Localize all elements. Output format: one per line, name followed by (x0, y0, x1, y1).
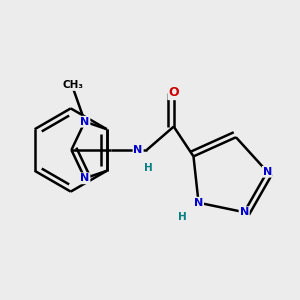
Text: CH₃: CH₃ (62, 80, 83, 90)
Text: O: O (168, 86, 179, 99)
Text: N: N (240, 207, 249, 217)
Text: N: N (80, 117, 89, 127)
Text: H: H (144, 163, 153, 173)
Text: N: N (134, 145, 143, 155)
Text: N: N (80, 173, 89, 183)
Text: N: N (194, 198, 203, 208)
Text: H: H (178, 212, 187, 222)
Text: N: N (263, 167, 272, 177)
